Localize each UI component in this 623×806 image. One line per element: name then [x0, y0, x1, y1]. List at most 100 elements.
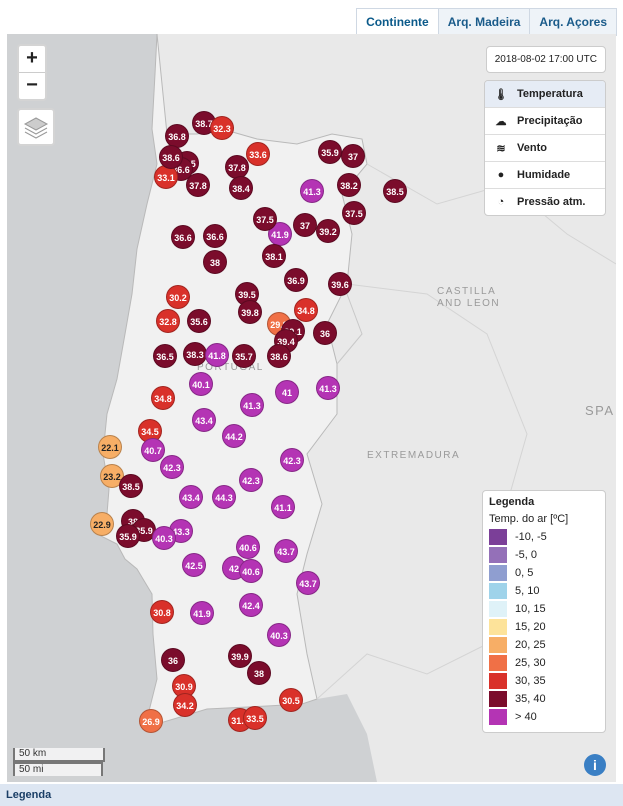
var-pressao[interactable]: ◔ Pressão atm.	[485, 188, 605, 215]
station-marker[interactable]: 39.9	[228, 644, 252, 668]
station-marker[interactable]: 38.5	[383, 179, 407, 203]
legend-label: > 40	[515, 711, 537, 723]
station-marker[interactable]: 42.4	[239, 593, 263, 617]
legend-swatch	[489, 547, 507, 563]
label-spain: SPA	[585, 403, 615, 418]
station-marker[interactable]: 37.5	[342, 201, 366, 225]
var-vento[interactable]: ≋ Vento	[485, 134, 605, 161]
station-marker[interactable]: 35.9	[318, 140, 342, 164]
station-marker[interactable]: 39.2	[316, 219, 340, 243]
station-marker[interactable]: 41.8	[205, 343, 229, 367]
station-marker[interactable]: 43.7	[296, 571, 320, 595]
layers-button[interactable]	[17, 108, 55, 146]
station-marker[interactable]: 26.9	[139, 709, 163, 733]
tab-arq-madeira[interactable]: Arq. Madeira	[437, 9, 530, 35]
station-marker[interactable]: 37.5	[253, 207, 277, 231]
legend-subtitle: Temp. do ar [ºC]	[489, 513, 569, 525]
station-marker[interactable]: 44.2	[222, 424, 246, 448]
station-marker[interactable]: 43.4	[192, 408, 216, 432]
legend-label: 20, 25	[515, 639, 546, 651]
zoom-out-button[interactable]: −	[19, 72, 45, 99]
legend-label: -10, -5	[515, 531, 547, 543]
var-temperatura[interactable]: 🌡 Temperatura	[485, 81, 605, 107]
legend-label: 5, 10	[515, 585, 540, 597]
station-marker[interactable]: 40.6	[239, 559, 263, 583]
station-marker[interactable]: 40.1	[189, 372, 213, 396]
station-marker[interactable]: 30.2	[166, 285, 190, 309]
station-marker[interactable]: 22.9	[90, 512, 114, 536]
station-marker[interactable]: 42.3	[280, 448, 304, 472]
station-marker[interactable]: 36.8	[165, 124, 189, 148]
station-marker[interactable]: 37	[341, 144, 365, 168]
legend-row: > 40	[489, 708, 605, 726]
station-marker[interactable]: 44.3	[212, 485, 236, 509]
station-marker[interactable]: 35.9	[116, 524, 140, 548]
station-marker[interactable]: 39.8	[238, 300, 262, 324]
station-marker[interactable]: 39.6	[328, 272, 352, 296]
station-marker[interactable]: 41.9	[190, 601, 214, 625]
var-precipitacao[interactable]: ☁ Precipitação	[485, 107, 605, 134]
zoom-control: + −	[17, 44, 47, 101]
thermometer-icon: 🌡	[494, 88, 508, 101]
station-marker[interactable]: 36.5	[153, 344, 177, 368]
station-marker[interactable]: 41	[275, 380, 299, 404]
station-marker[interactable]: 42.3	[160, 455, 184, 479]
legend-label: 10, 15	[515, 603, 546, 615]
station-marker[interactable]: 33.5	[243, 706, 267, 730]
station-marker[interactable]: 38.6	[159, 145, 183, 169]
station-marker[interactable]: 38.2	[337, 173, 361, 197]
station-marker[interactable]: 37.8	[186, 173, 210, 197]
legend-label: 25, 30	[515, 657, 546, 669]
station-marker[interactable]: 30.5	[279, 688, 303, 712]
station-marker[interactable]: 43.4	[179, 485, 203, 509]
station-marker[interactable]: 34.2	[173, 693, 197, 717]
station-marker[interactable]: 34.8	[294, 298, 318, 322]
region-tabs: Continente Arq. Madeira Arq. Açores	[356, 8, 617, 36]
tab-arq-acores[interactable]: Arq. Açores	[529, 9, 616, 35]
station-marker[interactable]: 40.3	[152, 526, 176, 550]
station-marker[interactable]: 38.4	[229, 176, 253, 200]
station-marker[interactable]: 30.8	[150, 600, 174, 624]
station-marker[interactable]: 35.6	[187, 309, 211, 333]
station-marker[interactable]: 38	[247, 661, 271, 685]
station-marker[interactable]: 36	[161, 648, 185, 672]
station-marker[interactable]: 38.6	[267, 344, 291, 368]
station-marker[interactable]: 34.8	[151, 386, 175, 410]
station-marker[interactable]: 37	[293, 213, 317, 237]
legend-row: 35, 40	[489, 690, 605, 708]
station-marker[interactable]: 38.1	[262, 244, 286, 268]
station-marker[interactable]: 36.6	[203, 224, 227, 248]
station-marker[interactable]: 36	[313, 321, 337, 345]
station-marker[interactable]: 36.6	[171, 225, 195, 249]
station-marker[interactable]: 32.8	[156, 309, 180, 333]
station-marker[interactable]: 41.3	[316, 376, 340, 400]
station-marker[interactable]: 40.3	[267, 623, 291, 647]
var-humidade[interactable]: ● Humidade	[485, 161, 605, 188]
legend-row: -10, -5	[489, 528, 605, 546]
zoom-in-button[interactable]: +	[26, 47, 38, 69]
station-marker[interactable]: 38.5	[119, 474, 143, 498]
tab-continente[interactable]: Continente	[357, 9, 438, 35]
station-marker[interactable]: 37.8	[225, 155, 249, 179]
station-marker[interactable]: 42.3	[239, 468, 263, 492]
station-marker[interactable]: 40.6	[236, 535, 260, 559]
info-button[interactable]: i	[584, 754, 606, 776]
station-marker[interactable]: 33.6	[246, 142, 270, 166]
legend-swatch	[489, 673, 507, 689]
legend-swatch	[489, 655, 507, 671]
station-marker[interactable]: 43.7	[274, 539, 298, 563]
station-marker[interactable]: 41.3	[300, 179, 324, 203]
station-marker[interactable]: 41.1	[271, 495, 295, 519]
station-marker[interactable]: 42.5	[182, 553, 206, 577]
station-marker[interactable]: 36.9	[284, 268, 308, 292]
legend-swatch	[489, 619, 507, 635]
station-marker[interactable]: 40.7	[141, 438, 165, 462]
footer-legend-bar[interactable]: Legenda	[0, 784, 623, 806]
map-canvas[interactable]: PORTUGAL CASTILLA AND LEON EXTREMADURA S…	[7, 34, 616, 782]
station-marker[interactable]: 22.1	[98, 435, 122, 459]
station-marker[interactable]: 35.7	[232, 344, 256, 368]
station-marker[interactable]: 38	[203, 250, 227, 274]
station-marker[interactable]: 41.3	[240, 393, 264, 417]
station-marker[interactable]: 32.3	[210, 116, 234, 140]
station-marker[interactable]: 38.3	[183, 342, 207, 366]
